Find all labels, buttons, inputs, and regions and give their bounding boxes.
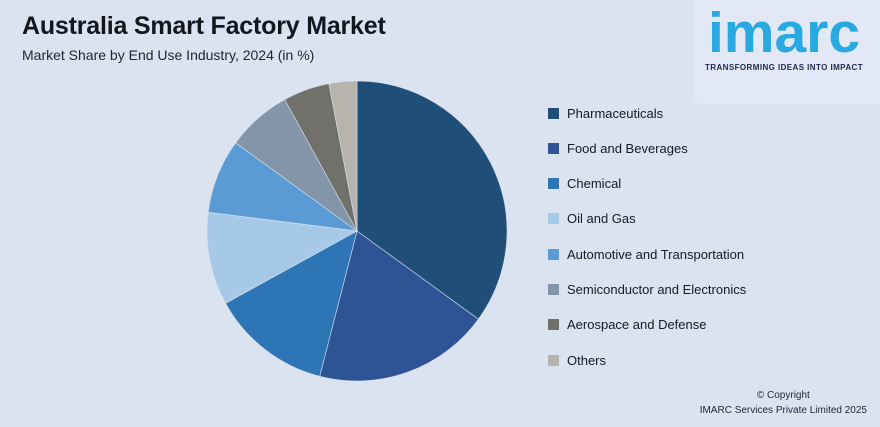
copyright-notice: © Copyright IMARC Services Private Limit… <box>700 389 867 418</box>
legend-swatch-icon <box>548 319 559 331</box>
legend-swatch-icon <box>548 213 559 225</box>
logo-panel <box>693 0 880 104</box>
legend-item-oil-and-gas: Oil and Gas <box>548 208 746 230</box>
legend-label: Aerospace and Defense <box>567 317 707 333</box>
copyright-line-1: © Copyright <box>756 390 810 401</box>
legend-label: Chemical <box>567 176 622 192</box>
legend-swatch-icon <box>548 283 559 295</box>
legend-label: Oil and Gas <box>567 211 636 227</box>
legend-item-food-and-beverages: Food and Beverages <box>548 137 746 159</box>
legend-swatch-icon <box>548 354 559 366</box>
legend-item-pharmaceuticals: Pharmaceuticals <box>548 102 746 124</box>
legend-label: Semiconductor and Electronics <box>567 281 747 297</box>
imarc-logo: imarc TRANSFORMING IDEAS INTO IMPACT <box>698 4 870 72</box>
legend-item-others: Others <box>548 349 746 371</box>
legend-item-aerospace-and-defense: Aerospace and Defense <box>548 314 746 336</box>
legend-label: Automotive and Transportation <box>567 246 745 262</box>
legend-swatch-icon <box>548 248 559 260</box>
pie-slice-others <box>328 81 358 232</box>
chart-legend: Pharmaceuticals Food and Beverages Chemi… <box>548 102 746 384</box>
imarc-logo-tagline: TRANSFORMING IDEAS INTO IMPACT <box>704 63 864 73</box>
pie-slice-chemical <box>225 230 358 377</box>
legend-item-chemical: Chemical <box>548 173 746 195</box>
legend-item-semiconductor-and-electronics: Semiconductor and Electronics <box>548 278 746 300</box>
pie-chart <box>207 81 507 381</box>
pie-slice-pharmaceuticals <box>356 81 507 320</box>
chart-title: Australia Smart Factory Market <box>22 12 386 40</box>
pie-slice-food-and-beverages <box>319 230 479 381</box>
legend-swatch-icon <box>548 142 559 154</box>
legend-item-automotive-and-transportation: Automotive and Transportation <box>548 243 746 265</box>
pie-slice-oil-and-gas <box>207 211 359 304</box>
legend-label: Pharmaceuticals <box>567 105 664 121</box>
chart-subtitle: Market Share by End Use Industry, 2024 (… <box>22 46 315 63</box>
pie-chart-area <box>207 81 507 381</box>
legend-label: Food and Beverages <box>567 140 688 156</box>
chart-header: Australia Smart Factory Market Market Sh… <box>22 12 386 63</box>
copyright-line-2: IMARC Services Private Limited 2025 <box>699 404 867 416</box>
imarc-logo-wordmark: imarc <box>707 1 861 65</box>
legend-label: Others <box>567 352 607 368</box>
legend-swatch-icon <box>548 178 559 190</box>
legend-swatch-icon <box>548 107 559 119</box>
